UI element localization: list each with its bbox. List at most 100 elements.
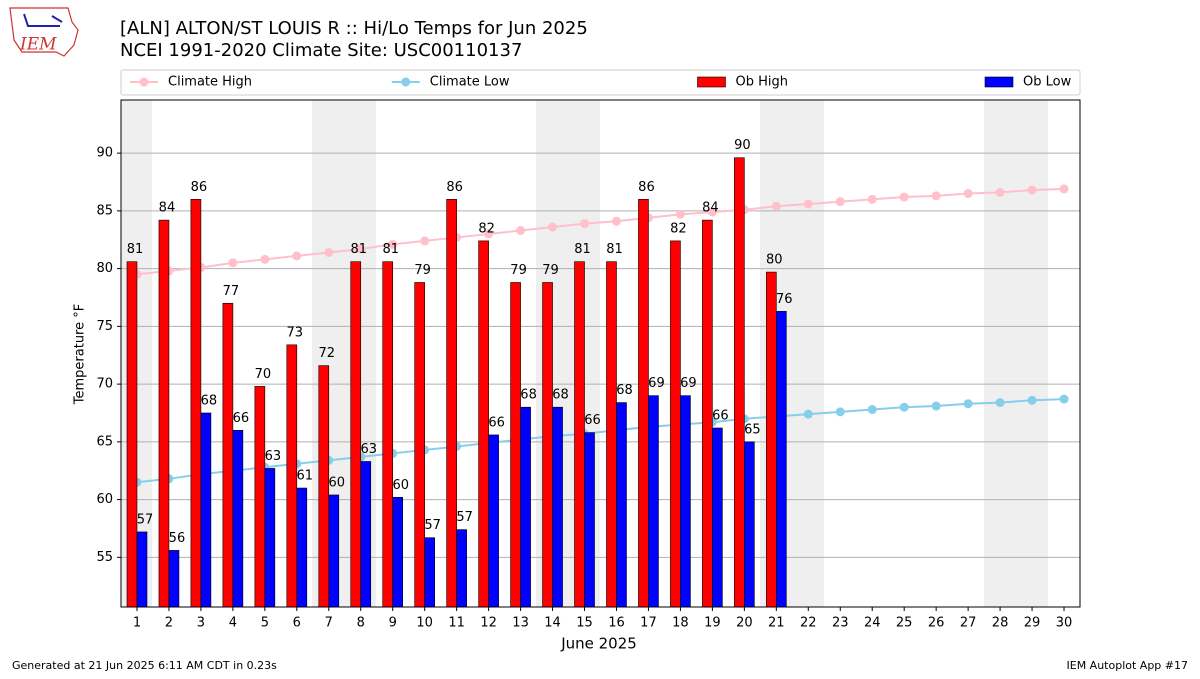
data-label: 57 (456, 510, 473, 525)
x-tick-label: 12 (480, 616, 497, 631)
x-tick-label: 29 (1024, 616, 1041, 631)
data-label: 63 (265, 449, 282, 464)
marker (228, 258, 238, 268)
x-tick-label: 17 (640, 616, 657, 631)
logo-icon (23, 13, 63, 27)
data-label: 79 (510, 263, 527, 278)
bar (254, 386, 266, 608)
bar (648, 395, 659, 608)
y-tick-label: 75 (96, 319, 113, 334)
data-label: 72 (319, 346, 336, 361)
marker (963, 189, 973, 199)
marker (771, 201, 781, 211)
y-tick-label: 70 (96, 377, 113, 392)
y-axis-label: Temperature °F (73, 304, 88, 405)
bar (168, 550, 180, 608)
data-label: 80 (766, 253, 783, 268)
bar (414, 282, 425, 608)
line (136, 187, 1065, 276)
bar (680, 395, 691, 608)
legend-box (120, 69, 1081, 96)
x-tick-label: 30 (1056, 616, 1073, 631)
marker (260, 254, 270, 264)
bar (446, 199, 457, 608)
data-label: 86 (446, 180, 463, 195)
plot-frame (120, 99, 1081, 608)
data-label: 70 (255, 367, 272, 382)
legend-label: Ob Low (1023, 75, 1072, 90)
y-tick-label: 80 (96, 261, 113, 276)
bar (712, 427, 723, 608)
x-tick-label: 4 (229, 616, 237, 631)
bar (158, 219, 170, 608)
y-tick-label: 55 (96, 550, 113, 565)
bar (702, 219, 713, 608)
weekend-shading (121, 100, 1048, 607)
bar (574, 261, 585, 608)
data-label: 90 (734, 138, 751, 153)
bar (638, 199, 649, 608)
data-label: 86 (638, 180, 655, 195)
data-label: 81 (382, 242, 399, 257)
x-tick-label: 24 (864, 616, 881, 631)
legend-marker (139, 77, 149, 87)
bar (126, 261, 138, 608)
x-tick-label: 1 (133, 616, 141, 631)
bar (318, 365, 330, 608)
bar (734, 157, 745, 608)
marker (516, 226, 526, 236)
data-label: 66 (488, 415, 505, 430)
marker (548, 222, 558, 232)
data-label: 79 (542, 263, 559, 278)
marker (835, 407, 845, 417)
data-label: 57 (137, 512, 154, 527)
bar (190, 199, 202, 608)
data-label: 66 (712, 408, 729, 423)
logo: IEM (9, 7, 79, 57)
line (136, 398, 1065, 484)
bar (456, 529, 467, 608)
x-tick-label: 5 (261, 616, 269, 631)
data-label: 76 (776, 292, 793, 307)
footer-left: Generated at 21 Jun 2025 6:11 AM CDT in … (12, 659, 277, 672)
data-label: 68 (552, 388, 569, 403)
x-tick-label: 2 (165, 616, 173, 631)
x-tick-label: 19 (704, 616, 721, 631)
marker (388, 239, 398, 249)
bar (350, 261, 362, 608)
x-tick-label: 7 (325, 616, 333, 631)
marker (899, 192, 909, 202)
bar (382, 261, 394, 608)
x-tick-label: 11 (448, 616, 465, 631)
weekend-band (984, 100, 1048, 607)
bar (222, 302, 234, 608)
x-tick-label: 28 (992, 616, 1009, 631)
legend-label: Ob High (736, 75, 789, 90)
marker (484, 229, 494, 239)
data-label: 81 (127, 242, 144, 257)
data-label: 82 (670, 221, 687, 236)
bar (200, 412, 212, 608)
marker (867, 194, 877, 204)
y-tick-label: 85 (96, 203, 113, 218)
bar (606, 261, 617, 608)
x-tick-label: 26 (928, 616, 945, 631)
bar (744, 441, 755, 608)
bar (392, 496, 404, 608)
legend-swatch (697, 76, 726, 88)
x-axis-label: June 2025 (560, 635, 637, 653)
data-label: 56 (169, 531, 186, 546)
bar (360, 461, 372, 608)
bar (488, 434, 499, 608)
legend-swatch (984, 76, 1014, 88)
data-label: 57 (424, 518, 441, 533)
chart-subtitle: NCEI 1991-2020 Climate Site: USC00110137 (120, 40, 522, 61)
marker (995, 187, 1005, 197)
legend-label: Climate High (168, 75, 252, 90)
legend-label: Climate Low (430, 75, 510, 90)
bar (286, 344, 298, 608)
data-label: 61 (297, 469, 314, 484)
data-label: 73 (287, 325, 304, 340)
bar (296, 487, 308, 608)
